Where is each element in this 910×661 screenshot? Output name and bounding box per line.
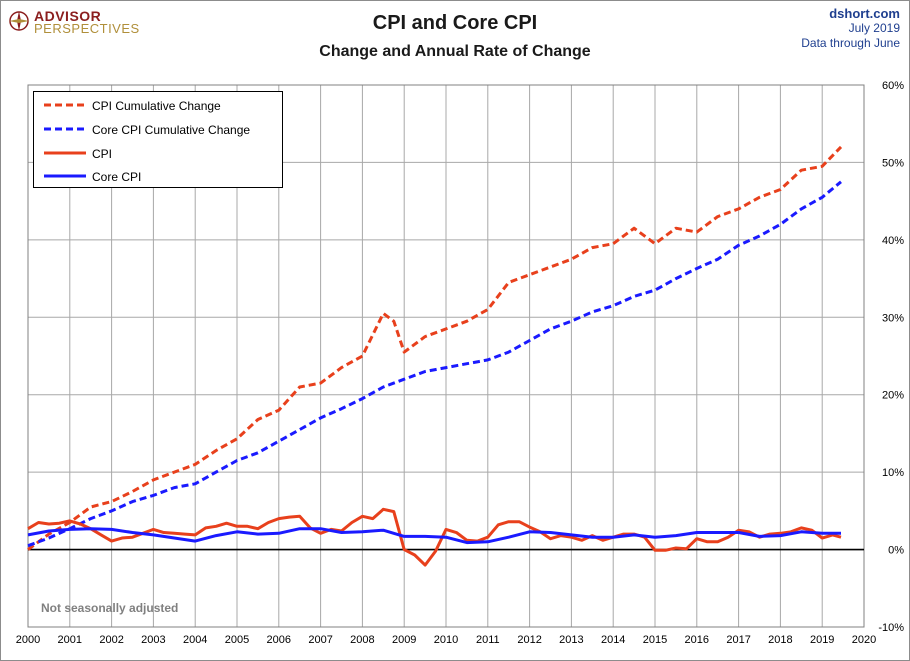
y-tick-label: 60% <box>882 80 904 92</box>
x-tick-label: 2004 <box>183 634 207 646</box>
y-tick-label: 10% <box>882 467 904 479</box>
legend-item-core-cpi-cumulative[interactable]: Core CPI Cumulative Change <box>42 120 278 138</box>
legend-label: CPI Cumulative Change <box>92 99 221 113</box>
chart-subtitle: Change and Annual Rate of Change <box>319 43 591 60</box>
x-tick-label: 2016 <box>685 634 709 646</box>
seasonal-adjustment-note: Not seasonally adjusted <box>41 601 179 615</box>
series-group <box>27 145 843 567</box>
advisor-perspectives-logo[interactable]: ADVISOR PERSPECTIVES <box>8 8 158 38</box>
x-tick-label: 2003 <box>141 634 165 646</box>
logo-text-advisor: ADVISOR <box>34 8 102 24</box>
x-tick-label: 2010 <box>434 634 458 646</box>
y-tick-label: 50% <box>882 157 904 169</box>
x-tick-label: 2008 <box>350 634 374 646</box>
x-tick-label: 2011 <box>476 634 500 646</box>
legend-item-cpi[interactable]: CPI <box>42 144 278 162</box>
x-tick-label: 2013 <box>559 634 583 646</box>
series-line-core-cpi-cumulative-change <box>27 180 842 548</box>
x-tick-label: 2014 <box>601 634 625 646</box>
compass-rose-icon <box>9 11 29 31</box>
x-tick-label: 2012 <box>517 634 541 646</box>
legend-swatch-solid-blue <box>44 174 86 178</box>
y-tick-label: 0% <box>888 545 904 557</box>
chart-legend: CPI Cumulative Change Core CPI Cumulativ… <box>33 91 283 188</box>
x-tick-label: 2001 <box>58 634 82 646</box>
x-axis-ticks: 2000 2001 2002 2003 2004 2005 2006 2007 2008 2009… <box>16 634 876 646</box>
publish-date: July 2019 <box>848 21 900 35</box>
plot-area-border <box>27 84 865 628</box>
source-info: dshort.com July 2019 Data through June <box>801 6 900 51</box>
x-tick-label: 2017 <box>726 634 750 646</box>
series-line-cpi <box>27 507 842 567</box>
x-tick-label: 2019 <box>810 634 834 646</box>
x-tick-label: 2018 <box>768 634 792 646</box>
y-tick-label: -10% <box>878 622 904 634</box>
y-tick-label: 30% <box>882 312 904 324</box>
legend-label: Core CPI <box>92 170 142 184</box>
chart-title: CPI and Core CPI <box>372 12 538 34</box>
legend-swatch-solid-red <box>44 151 86 155</box>
y-axis-ticks: 60% 50% 40% 30% 20% 10% 0% -10% <box>878 80 904 634</box>
series-line-core-cpi <box>27 527 841 545</box>
x-tick-label: 2002 <box>99 634 123 646</box>
x-tick-label: 2005 <box>225 634 249 646</box>
logo-text-perspectives: PERSPECTIVES <box>34 21 140 36</box>
legend-item-core-cpi[interactable]: Core CPI <box>42 167 278 185</box>
y-tick-label: 20% <box>882 390 904 402</box>
legend-swatch-dashed-red <box>44 103 86 107</box>
legend-label: CPI <box>92 147 113 161</box>
y-tick-label: 40% <box>882 235 904 247</box>
x-tick-label: 2000 <box>16 634 40 646</box>
source-site[interactable]: dshort.com <box>829 6 900 21</box>
legend-item-cpi-cumulative[interactable]: CPI Cumulative Change <box>42 96 278 114</box>
series-line-cpi-cumulative-change <box>27 145 843 551</box>
data-through: Data through June <box>801 36 900 50</box>
x-tick-label: 2020 <box>852 634 876 646</box>
legend-label: Core CPI Cumulative Change <box>92 123 251 137</box>
x-tick-label: 2015 <box>643 634 667 646</box>
x-tick-label: 2006 <box>267 634 291 646</box>
legend-swatch-dashed-blue <box>44 127 86 131</box>
x-tick-label: 2009 <box>392 634 416 646</box>
x-tick-label: 2007 <box>308 634 332 646</box>
